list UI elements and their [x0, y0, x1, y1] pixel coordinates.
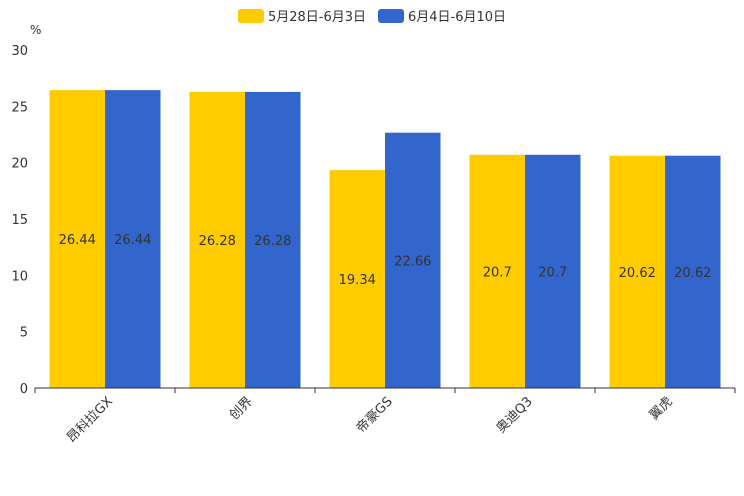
legend-label-series-2: 6月4日-6月10日	[408, 10, 507, 25]
bar-series-2[interactable]	[105, 90, 161, 388]
y-tick-label: 10	[11, 269, 28, 284]
legend-label-series-1: 5月28日-6月3日	[267, 10, 366, 25]
x-category-label: 奥迪Q3	[494, 394, 536, 436]
data-label-series-1: 26.44	[59, 233, 96, 248]
data-label-series-2: 20.7	[538, 265, 567, 280]
y-tick-label: 25	[11, 100, 28, 115]
x-category-label: 翼虎	[647, 394, 676, 423]
data-label-series-2: 26.28	[254, 234, 291, 249]
x-category-label: 创界	[227, 394, 256, 423]
data-label-series-1: 20.62	[619, 266, 656, 281]
legend-swatch-series-1	[237, 8, 264, 23]
data-label-series-1: 20.7	[483, 265, 512, 280]
bar-series-2[interactable]	[665, 155, 721, 388]
y-tick-label: 20	[11, 157, 28, 172]
bar-series-2[interactable]	[245, 91, 301, 389]
data-label-series-1: 26.28	[199, 234, 236, 249]
chart-legend: 5月28日-6月3日 6月4日-6月10日	[0, 6, 744, 25]
bar-series-1[interactable]	[329, 170, 386, 388]
data-label-series-2: 22.66	[394, 254, 431, 269]
bar-series-1[interactable]	[609, 155, 666, 388]
y-tick-label: 30	[11, 44, 28, 59]
legend-item-series-2[interactable]: 6月4日-6月10日	[378, 6, 506, 25]
y-tick-label: 5	[20, 326, 28, 341]
legend-swatch-series-2	[378, 8, 404, 23]
x-category-label: 昂科拉GX	[64, 394, 116, 446]
bar-series-2[interactable]	[525, 154, 581, 388]
y-axis-unit-label: %	[30, 23, 41, 37]
y-tick-label: 15	[11, 213, 28, 228]
bar-series-1[interactable]	[49, 90, 106, 388]
data-label-series-2: 26.44	[114, 233, 151, 248]
bar-series-2[interactable]	[385, 132, 441, 388]
bar-series-1[interactable]	[469, 154, 526, 388]
bar-series-1[interactable]	[189, 91, 246, 389]
y-tick-label: 0	[20, 382, 28, 397]
data-label-series-2: 20.62	[674, 266, 711, 281]
data-label-series-1: 19.34	[339, 273, 376, 288]
legend-item-series-1[interactable]: 5月28日-6月3日	[237, 6, 366, 25]
x-category-label: 帝豪GS	[353, 394, 396, 437]
